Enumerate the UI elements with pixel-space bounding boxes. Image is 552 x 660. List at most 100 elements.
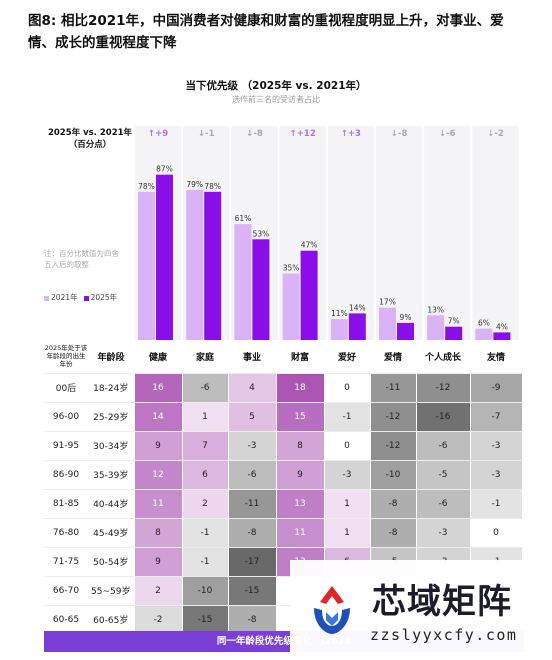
cohort-cell: 91-95 [44,431,88,461]
value-cell: 1 [323,518,371,548]
value-cell: -6 [415,489,471,519]
legend-swatch-2021 [44,295,49,301]
delta-label: ↑+3 [341,129,361,139]
age-cell: 55~59岁 [88,576,134,606]
cohort-cell: 76-80 [44,518,88,548]
table-body: 00后 18-24岁 16 -6 4 18 0 -11 -12 -9 96-00 25-29岁 14 1 5… [44,373,523,635]
data-label: 17% [379,298,396,307]
value-cell: 0 [469,518,523,548]
value-cell: -9 [469,373,523,403]
bar-2021 [282,273,300,340]
age-cell: 50-54岁 [88,547,134,577]
value-cell: 1 [323,489,371,519]
value-cell: 12 [133,460,183,490]
value-cell: -8 [369,518,417,548]
value-cell: -15 [227,576,277,606]
data-label: 61% [235,214,252,223]
value-cell: -12 [415,373,471,403]
value-cell: -8 [227,518,277,548]
chart-title: 当下优先级 （2025年 vs. 2021年） [185,80,367,92]
value-cell: 2 [133,576,183,606]
value-cell: -3 [323,460,371,490]
value-cell: -11 [369,373,417,403]
legend-label-2025: 2025年 [90,293,118,302]
data-label: 47% [301,241,318,250]
bar-2021 [186,189,204,340]
value-cell: 11 [133,489,183,519]
cohort-cell: 66-70 [44,576,88,606]
data-label: 13% [427,305,444,314]
value-cell: 15 [275,402,325,432]
cohort-cell: 60-65 [44,605,88,635]
table-row: 00后 18-24岁 16 -6 4 18 0 -11 -12 -9 [44,373,523,403]
cohort-cell: 96-00 [44,402,88,432]
column-bg [327,126,374,340]
data-label: 53% [253,229,270,238]
delta-label: ↑+12 [290,129,316,139]
value-cell: -8 [369,489,417,519]
cohort-cell: 86-90 [44,460,88,490]
header-col: 财富 [276,340,324,374]
value-cell: 0 [323,373,371,403]
header-col: 爱情 [370,340,416,374]
value-cell: -3 [469,460,523,490]
table-row: 96-00 25-29岁 14 1 5 15 -1 -12 -16 -7 [44,402,523,432]
value-cell: -1 [469,489,523,519]
header-age: 年龄段 [88,340,134,374]
delta-label: ↓-6 [439,129,456,139]
watermark-url: zzslyyxcfy.com [370,626,518,644]
age-cell: 18-24岁 [88,373,134,403]
value-cell: -1 [181,518,229,548]
value-cell: 9 [275,460,325,490]
bar-2021 [234,224,252,340]
value-cell: -17 [227,547,277,577]
bar-2021 [330,319,348,340]
value-cell: 9 [133,547,183,577]
value-cell: 0 [323,431,371,461]
bar-chart: ↑+978%87%↓-179% 78%↓-861%53%↑+1235%47%↑+3… [135,126,519,340]
value-cell: -15 [181,605,229,635]
header-col: 爱好 [324,340,370,374]
value-cell: -6 [415,431,471,461]
value-cell: -12 [369,402,417,432]
data-label: 78% [204,182,221,191]
cohort-cell: 81-85 [44,489,88,519]
header-col: 健康 [134,340,182,374]
value-cell: 2 [181,489,229,519]
value-cell: -7 [469,402,523,432]
data-label: 9% [400,313,412,322]
header-col: 友情 [470,340,522,374]
cohort-cell: 00后 [44,373,88,403]
value-cell: -16 [415,402,471,432]
age-cell: 35-39岁 [88,460,134,490]
value-cell: 5 [227,402,277,432]
legend: 2021年 2025年 [44,292,117,303]
value-cell: -5 [415,460,471,490]
legend-item-2021: 2021年 [44,292,78,303]
bar-2025 [397,322,414,340]
data-label: 7% [448,317,460,326]
watermark: 芯域矩阵 zzslyyxcfy.com [290,560,552,660]
table-row: 91-95 30-34岁 9 7 -3 8 0 -12 -6 -3 [44,431,523,461]
value-cell: 14 [133,402,183,432]
data-label: 14% [349,303,366,312]
age-cell: 25-29岁 [88,402,134,432]
delta-header: 2025年 vs. 2021年 （百分点） [47,128,133,150]
age-change-table: 2025年处于该年龄段的出生年份 年龄段 健康 家庭 事业 财富 爱好 爱情 个… [44,340,523,635]
header-cohort: 2025年处于该年龄段的出生年份 [44,340,88,374]
age-cell: 60-65岁 [88,605,134,635]
age-cell: 40-44岁 [88,489,134,519]
data-label: 79% [186,180,203,189]
value-cell: 13 [275,489,325,519]
data-label: 11% [331,309,348,318]
bar-2021 [379,307,396,340]
delta-label: ↓-1 [198,129,215,139]
bar-2025 [252,239,270,340]
value-cell: 8 [275,431,325,461]
value-cell: -3 [469,431,523,461]
value-cell: -3 [415,518,471,548]
value-cell: 16 [133,373,183,403]
value-cell: 4 [227,373,277,403]
delta-label: ↓-2 [487,129,504,139]
data-label: 6% [478,319,490,328]
